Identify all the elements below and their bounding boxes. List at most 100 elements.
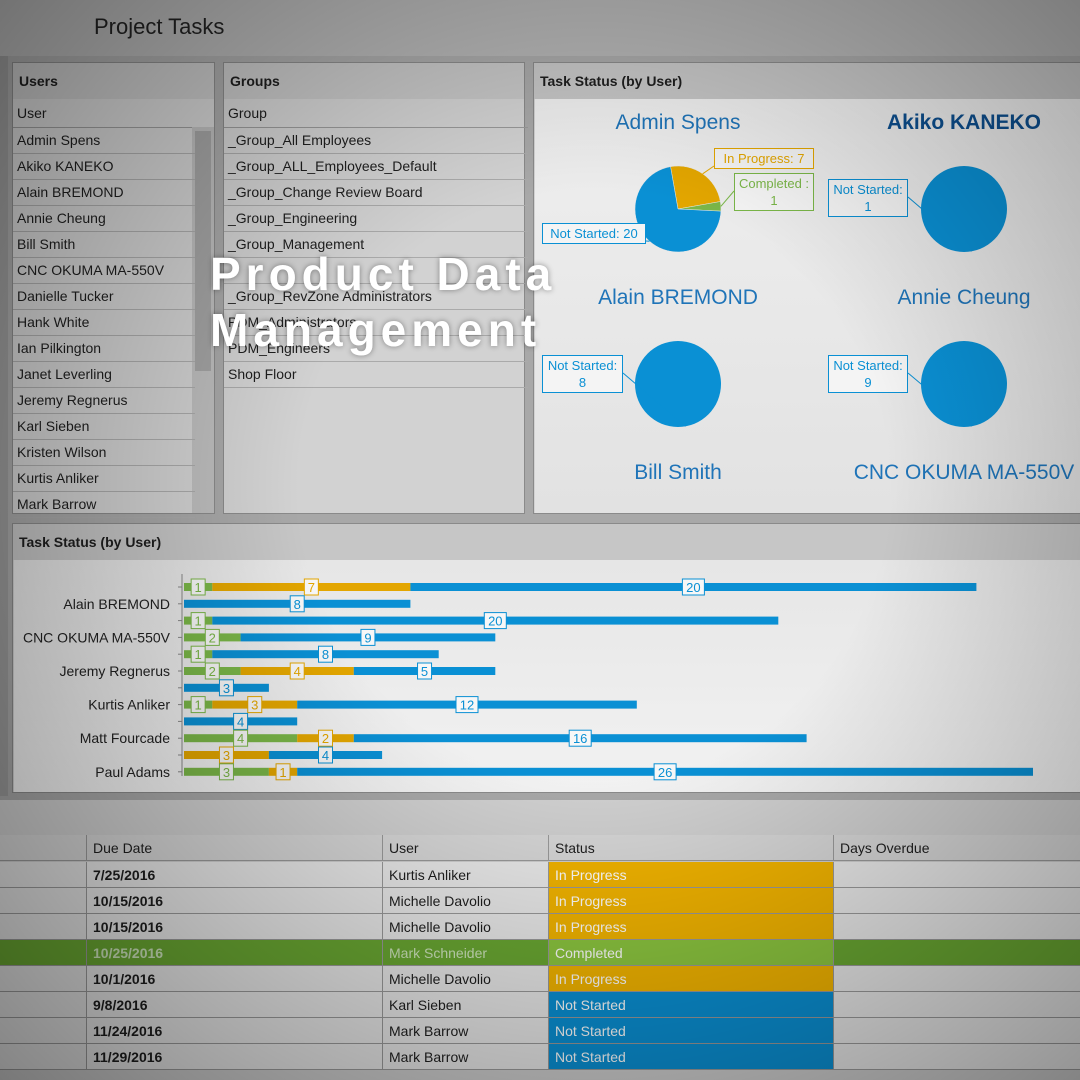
- table-cell: Completed: [549, 940, 834, 966]
- bar-panel: Task Status (by User) 1 7 20 Alain BREMOND 8…: [12, 523, 1080, 793]
- bar-label: 9: [364, 630, 371, 645]
- slice-label: In Progress: 7: [714, 148, 814, 169]
- list-row[interactable]: Mark Barrow: [13, 491, 195, 518]
- list-row[interactable]: Admin Spens: [13, 127, 195, 154]
- row-cell: [0, 1018, 87, 1044]
- list-row[interactable]: Karl Sieben: [13, 413, 195, 440]
- pie-slice: [635, 341, 721, 427]
- table-cell: Kurtis Anliker: [383, 862, 549, 888]
- bar-label: 20: [488, 614, 502, 629]
- slice-label: Completed : 1: [734, 173, 814, 211]
- table-cell: In Progress: [549, 966, 834, 992]
- task-table: Due Date User Status Days Overdue 7/25/2016 K…: [0, 800, 1080, 1080]
- scroll-thumb[interactable]: [195, 131, 211, 371]
- leader-line: [907, 372, 972, 427]
- leader-line: [702, 165, 715, 175]
- label-box: [275, 763, 291, 781]
- list-row[interactable]: [224, 257, 528, 284]
- pie-slice: [921, 166, 1007, 252]
- panel-header: Task Status (by User): [534, 63, 1080, 99]
- label-box: [318, 729, 333, 747]
- label-box: [190, 612, 206, 630]
- left-edge: [0, 56, 8, 796]
- list-row[interactable]: Danielle Tucker: [13, 283, 195, 310]
- list-row[interactable]: PDM_Engineers: [224, 335, 528, 362]
- bar-label: 2: [209, 664, 216, 679]
- category-label: Paul Adams: [95, 764, 170, 780]
- list-row[interactable]: _Group_All Employees: [224, 127, 528, 154]
- category-label: Alain BREMOND: [63, 596, 170, 612]
- label-box: [568, 729, 592, 747]
- slice-label: Not Started: 1: [828, 179, 908, 217]
- bar-label: 1: [195, 614, 202, 629]
- bar-label: 3: [223, 748, 230, 763]
- bar-chart: 1 7 20 Alain BREMOND 8 1 20 CNC OKUMA MA-550V 2 9…: [23, 574, 1033, 781]
- table-cell: [834, 940, 1080, 966]
- leader-line: [907, 196, 972, 252]
- table-cell: Michelle Davolio: [383, 914, 549, 940]
- bar-label: 20: [686, 580, 700, 595]
- overlay-title: Product Data Management: [210, 248, 557, 356]
- table-cell: Michelle Davolio: [383, 966, 549, 992]
- list-row[interactable]: CNC OKUMA MA-550V: [13, 257, 195, 284]
- list-row[interactable]: PDM_Administrators: [224, 309, 528, 336]
- column-header[interactable]: Status: [549, 835, 834, 861]
- bar-label: 8: [322, 647, 329, 662]
- table-cell: Michelle Davolio: [383, 888, 549, 914]
- list-row[interactable]: Shop Floor: [224, 361, 528, 388]
- pie-name: Alain BREMOND: [598, 286, 758, 309]
- slice-label: Not Started: 8: [542, 355, 623, 393]
- category-label: Matt Fourcade: [80, 730, 170, 746]
- bar-label: 1: [195, 647, 202, 662]
- label-box: [318, 645, 333, 663]
- bar-label: 3: [251, 698, 258, 713]
- list-row[interactable]: Annie Cheung: [13, 205, 195, 232]
- column-header[interactable]: Days Overdue: [834, 835, 1080, 861]
- list-row[interactable]: _Group_RevZone Administrators: [224, 283, 528, 310]
- list-row[interactable]: _Group_Engineering: [224, 205, 528, 232]
- label-box: [204, 628, 220, 646]
- pie-slice: [634, 166, 722, 253]
- bar-label: 7: [308, 580, 315, 595]
- table-cell: Not Started: [549, 1018, 834, 1044]
- list-row[interactable]: _Group_ALL_Employees_Default: [224, 153, 528, 180]
- label-box: [289, 662, 305, 680]
- label-box: [303, 578, 319, 596]
- label-box: [318, 746, 333, 764]
- column-header[interactable]: User: [13, 99, 195, 128]
- panel-header: Groups: [224, 63, 524, 99]
- list-row[interactable]: Kristen Wilson: [13, 439, 195, 466]
- bar-label: 1: [279, 765, 286, 780]
- label-box: [218, 679, 234, 697]
- list-row[interactable]: _Group_Change Review Board: [224, 179, 528, 206]
- list-row[interactable]: _Group_Management: [224, 231, 528, 258]
- bar-label: 8: [294, 597, 301, 612]
- list-row[interactable]: Bill Smith: [13, 231, 195, 258]
- bar-label: 2: [322, 731, 329, 746]
- list-row[interactable]: Jeremy Regnerus: [13, 387, 195, 414]
- table-cell: Karl Sieben: [383, 992, 549, 1018]
- bar-label: 1: [195, 580, 202, 595]
- table-cell: 11/29/2016: [87, 1044, 383, 1070]
- label-box: [190, 578, 206, 596]
- list-row[interactable]: Alain BREMOND: [13, 179, 195, 206]
- page-title: Project Tasks: [94, 14, 225, 39]
- list-row[interactable]: Akiko KANEKO: [13, 153, 195, 180]
- scrollbar[interactable]: [192, 127, 214, 513]
- list-row[interactable]: Kurtis Anliker: [13, 465, 195, 492]
- column-header[interactable]: Group: [224, 99, 528, 128]
- column-header[interactable]: Due Date: [87, 835, 383, 861]
- bar-label: 16: [573, 731, 587, 746]
- table-cell: 9: [834, 914, 1080, 940]
- bar-label: 4: [294, 664, 301, 679]
- list-row[interactable]: Hank White: [13, 309, 195, 336]
- list-row[interactable]: Ian Pilkington: [13, 335, 195, 362]
- column-header[interactable]: User: [383, 835, 549, 861]
- pie-chart: [622, 165, 1007, 427]
- table-cell: 9/8/2016: [87, 992, 383, 1018]
- label-box: [218, 763, 234, 781]
- table-cell: 10/15/2016: [87, 888, 383, 914]
- label-box: [233, 712, 249, 730]
- list-row[interactable]: Janet Leverling: [13, 361, 195, 388]
